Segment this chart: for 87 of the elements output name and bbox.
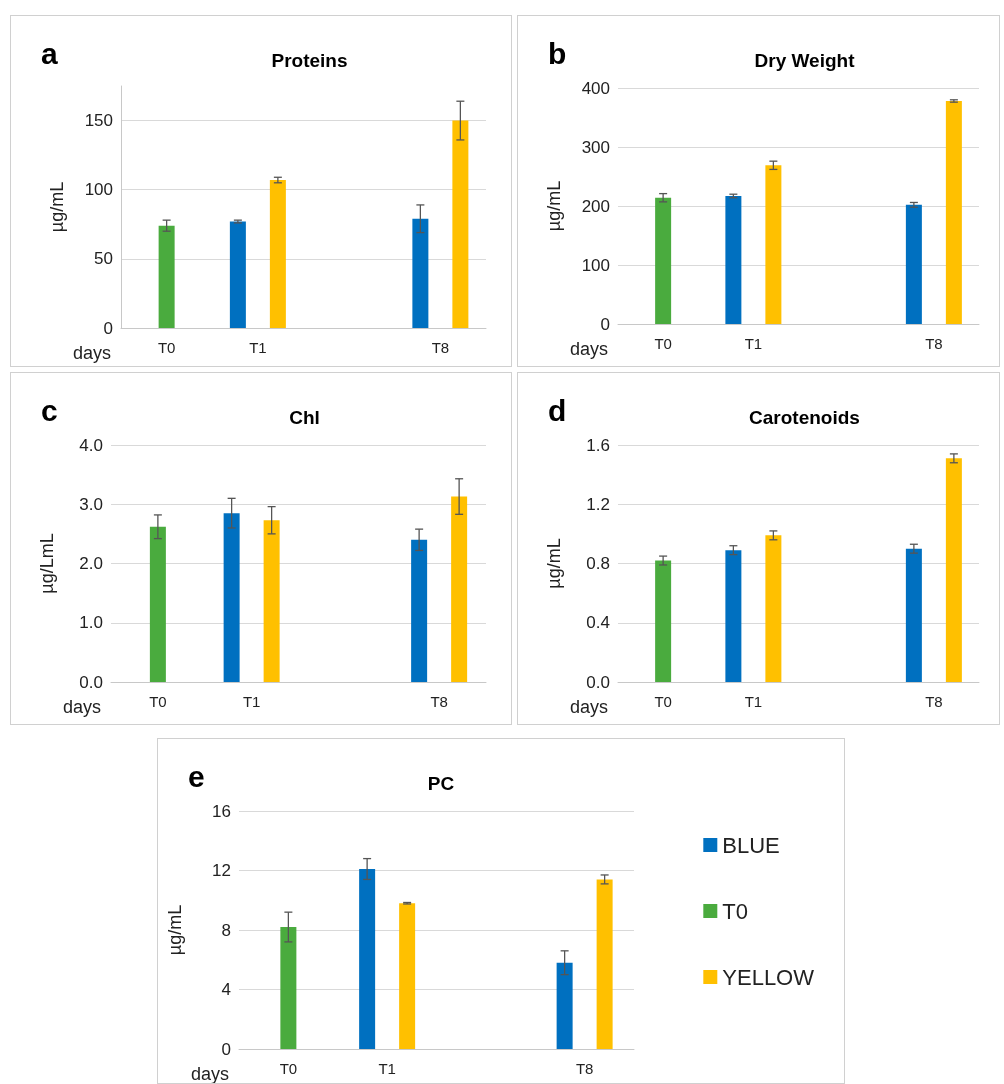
- bar: [269, 180, 286, 328]
- chart-title: Dry Weight: [754, 50, 856, 71]
- bar: [945, 458, 962, 682]
- bar: [725, 550, 742, 682]
- bar: [412, 218, 429, 328]
- y-tick-label: 50: [94, 249, 113, 269]
- y-tick-label: 4.0: [79, 435, 103, 455]
- bar: [765, 165, 782, 324]
- y-axis-title: µg/mL: [165, 904, 185, 956]
- bar: [451, 496, 468, 682]
- bar: [452, 120, 469, 328]
- x-tick-label: T1: [378, 1060, 396, 1077]
- y-tick-label: 100: [581, 255, 610, 275]
- bar: [905, 204, 922, 324]
- bar: [359, 869, 376, 1049]
- legend-label: T0: [722, 898, 748, 924]
- x-tick-label: T8: [925, 693, 943, 710]
- y-tick-label: 150: [84, 111, 113, 131]
- bar: [945, 100, 962, 324]
- x-tick-label: T8: [925, 335, 943, 352]
- x-axis-title: days: [569, 697, 608, 717]
- x-axis-title: days: [62, 697, 101, 717]
- chart-title: PC: [427, 773, 455, 794]
- y-tick-label: 1.2: [586, 494, 610, 514]
- y-tick-label: 0: [103, 318, 113, 338]
- bar: [655, 197, 672, 324]
- x-tick-label: T8: [430, 693, 448, 710]
- bar: [596, 879, 613, 1049]
- y-tick-label: 0.0: [586, 672, 610, 692]
- y-tick-label: 300: [581, 137, 610, 157]
- legend-label: YELLOW: [722, 964, 815, 990]
- y-tick-label: 1.0: [79, 613, 103, 633]
- y-tick-label: 0: [600, 314, 610, 334]
- bar: [765, 535, 782, 682]
- bar: [149, 526, 166, 682]
- y-tick-label: 100: [84, 180, 113, 200]
- bar: [655, 560, 672, 682]
- bar: [263, 520, 280, 682]
- y-tick-label: 0: [221, 1039, 231, 1059]
- text: a: [41, 36, 58, 70]
- chart-title: Proteins: [271, 50, 348, 71]
- bar: [158, 225, 175, 328]
- bar: [280, 927, 297, 1049]
- y-axis-title: µg/mL: [47, 181, 67, 233]
- text: d: [548, 393, 567, 427]
- x-axis-title: days: [72, 343, 111, 363]
- bar: [399, 903, 416, 1049]
- text: b: [548, 36, 567, 70]
- y-axis-title: µg/mL: [544, 538, 564, 589]
- x-tick-label: T1: [249, 339, 267, 356]
- y-axis-title: µg/LmL: [37, 533, 57, 594]
- y-tick-label: 0.0: [79, 672, 103, 692]
- x-tick-label: T8: [431, 339, 450, 356]
- text: e: [188, 759, 205, 793]
- y-tick-label: 1.6: [586, 435, 610, 455]
- y-tick-label: 200: [581, 196, 610, 216]
- bar: [725, 195, 742, 324]
- x-axis-title: days: [190, 1064, 229, 1084]
- y-tick-label: 0.4: [586, 613, 610, 633]
- y-tick-label: 3.0: [79, 494, 103, 514]
- x-tick-label: T0: [654, 693, 672, 710]
- y-tick-label: 12: [212, 861, 231, 880]
- bar: [229, 221, 246, 328]
- x-tick-label: T1: [242, 693, 261, 710]
- x-tick-label: T1: [744, 335, 763, 352]
- x-tick-label: T8: [575, 1060, 594, 1077]
- y-tick-label: 4: [221, 980, 231, 999]
- y-tick-label: 400: [581, 78, 610, 98]
- text: c: [41, 393, 58, 427]
- y-tick-label: 0.8: [586, 554, 610, 573]
- y-axis-title: µg/mL: [544, 180, 564, 232]
- x-tick-label: T0: [279, 1060, 298, 1077]
- bar: [905, 548, 922, 682]
- legend-label: BLUE: [722, 832, 780, 858]
- y-tick-label: 16: [212, 801, 231, 821]
- x-tick-label: T1: [744, 693, 763, 710]
- bar: [556, 962, 573, 1049]
- x-tick-label: T0: [149, 693, 167, 710]
- chart-title: Chl: [289, 407, 320, 428]
- chart-title: Carotenoids: [749, 407, 860, 428]
- x-tick-label: T0: [654, 335, 672, 352]
- bar: [223, 513, 240, 682]
- bar: [411, 539, 428, 682]
- y-tick-label: 2.0: [79, 554, 103, 573]
- y-tick-label: 8: [221, 920, 231, 940]
- x-axis-title: days: [569, 339, 608, 359]
- x-tick-label: T0: [157, 339, 176, 356]
